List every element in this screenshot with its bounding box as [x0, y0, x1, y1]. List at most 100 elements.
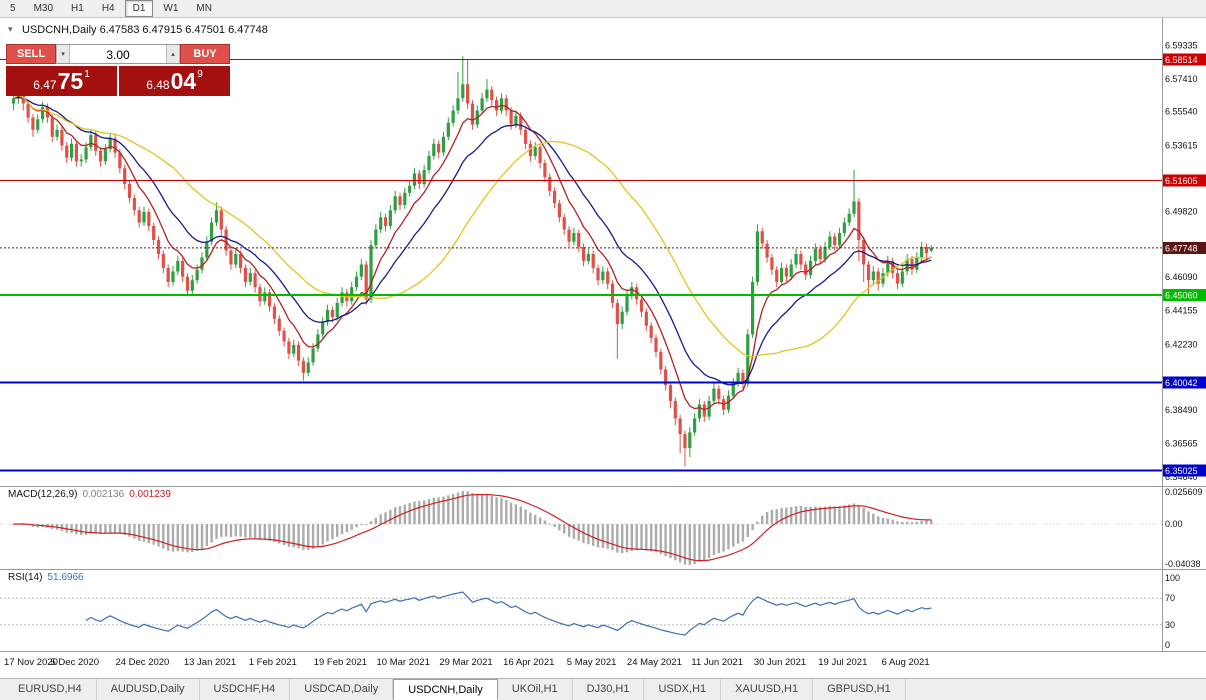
- macd-histogram-bar: [886, 518, 889, 525]
- date-axis-label[interactable]: 5 May 2021: [567, 657, 617, 668]
- chart-tab-usdchf[interactable]: USDCHF,H4: [200, 679, 291, 700]
- period-button-m30[interactable]: M30: [33, 3, 54, 14]
- date-axis-label[interactable]: 13 Jan 2021: [184, 657, 236, 668]
- candle-body: [50, 117, 54, 137]
- candle-body: [514, 115, 518, 125]
- date-axis-label[interactable]: 24 Dec 2020: [115, 657, 169, 668]
- chart-tab-dj30[interactable]: DJ30,H1: [573, 679, 645, 700]
- chart-tab-ukoil[interactable]: UKOil,H1: [498, 679, 573, 700]
- date-axis-label[interactable]: 10 Mar 2021: [377, 657, 430, 668]
- ma-line-fast: [13, 96, 932, 411]
- candle-body: [490, 89, 494, 101]
- candle-body: [301, 360, 305, 373]
- macd-histogram-bar: [123, 524, 126, 535]
- macd-histogram-bar: [819, 506, 822, 525]
- volume-decrease-button[interactable]: ▾: [56, 45, 70, 63]
- period-button-mn[interactable]: MN: [196, 3, 212, 14]
- chart-tab-usdcnh[interactable]: USDCNH,Daily: [393, 679, 498, 700]
- macd-histogram-bar: [567, 524, 571, 537]
- date-axis-label[interactable]: 24 May 2021: [627, 657, 682, 668]
- date-axis-label[interactable]: 5 Dec 2020: [51, 657, 100, 668]
- macd-histogram-bar: [147, 524, 150, 543]
- macd-histogram-bar: [326, 524, 329, 542]
- chart-tab-gbpusd[interactable]: GBPUSD,H1: [813, 679, 906, 700]
- chart-tab-usdx[interactable]: USDX,H1: [644, 679, 722, 700]
- chart-tab-usdcad[interactable]: USDCAD,Daily: [290, 679, 394, 700]
- macd-histogram-bar: [645, 524, 648, 551]
- candle-body: [379, 217, 383, 230]
- candle-body: [789, 264, 793, 277]
- candle-body: [383, 217, 388, 226]
- period-button-h4[interactable]: H4: [101, 3, 115, 14]
- macd-histogram-bar: [167, 524, 170, 551]
- sell-price-small: 6.47: [33, 78, 57, 92]
- rsi-axis-label: 30: [1165, 620, 1175, 630]
- macd-histogram-bar: [171, 524, 175, 552]
- candle-body: [388, 210, 392, 226]
- macd-histogram-bar: [104, 524, 107, 534]
- macd-histogram-bar: [611, 524, 614, 551]
- macd-histogram-bar: [712, 524, 716, 556]
- candle-body: [760, 231, 764, 244]
- candle-body: [374, 229, 378, 246]
- period-button-5[interactable]: 5: [10, 3, 16, 14]
- date-axis-label[interactable]: 16 Apr 2021: [503, 657, 554, 668]
- candle-body: [417, 173, 421, 184]
- candle-body: [823, 247, 827, 260]
- date-axis-label[interactable]: 17 Nov 2020: [4, 657, 58, 668]
- macd-histogram-bar: [751, 524, 754, 531]
- date-axis-label[interactable]: 6 Aug 2021: [882, 657, 930, 668]
- candle-body: [509, 110, 513, 125]
- macd-histogram-bar: [297, 524, 300, 549]
- macd-histogram-bar: [698, 524, 701, 562]
- candle-body: [779, 268, 784, 282]
- period-button-d1[interactable]: D1: [124, 0, 154, 17]
- chart-canvas[interactable]: 6.59335 6.57410 6.55540 6.53615 6.49820 6.460…: [0, 18, 1206, 678]
- date-axis-label[interactable]: 1 Feb 2021: [249, 657, 297, 668]
- chart-tab-audusd[interactable]: AUDUSD,Daily: [97, 679, 200, 700]
- period-button-h1[interactable]: H1: [71, 3, 84, 14]
- candle-body: [664, 369, 668, 386]
- one-click-collapse-icon[interactable]: ▾: [8, 24, 13, 34]
- macd-histogram-bar: [857, 505, 860, 525]
- sell-button[interactable]: SELL: [6, 44, 56, 64]
- volume-value[interactable]: 3.00: [106, 48, 130, 62]
- buy-button[interactable]: BUY: [180, 44, 230, 64]
- chart-tab-xauusd[interactable]: XAUUSD,H1: [721, 679, 814, 700]
- price-badge-label: 6.45060: [1165, 290, 1198, 300]
- candle-body: [306, 362, 310, 373]
- candle-body: [688, 432, 692, 449]
- period-button-w1[interactable]: W1: [163, 3, 179, 14]
- macd-histogram-bar: [191, 524, 194, 553]
- date-axis-label[interactable]: 19 Feb 2021: [314, 657, 367, 668]
- macd-signal-value: 0.001239: [129, 489, 171, 500]
- candle-body: [924, 247, 929, 254]
- candle-body: [26, 103, 30, 118]
- triangle-up-icon: ▴: [171, 51, 175, 58]
- macd-histogram-bar: [678, 524, 682, 563]
- candle-body: [287, 341, 291, 354]
- macd-histogram-bar: [794, 506, 798, 525]
- candle-body: [108, 138, 112, 150]
- candle-body: [364, 264, 368, 300]
- candle-body: [103, 149, 107, 162]
- candle-body: [794, 254, 798, 265]
- rsi-value: 51.6966: [47, 572, 84, 583]
- macd-histogram-bar: [292, 524, 295, 548]
- macd-histogram-bar: [307, 524, 310, 550]
- macd-histogram-bar: [770, 509, 774, 525]
- date-axis-label[interactable]: 30 Jun 2021: [754, 657, 806, 668]
- date-axis-label[interactable]: 19 Jul 2021: [818, 657, 867, 668]
- date-axis-label[interactable]: 29 Mar 2021: [439, 657, 492, 668]
- buy-price-display[interactable]: 6.48 04 9: [119, 66, 230, 96]
- volume-increase-button[interactable]: ▴: [166, 45, 180, 63]
- chart-tab-eurusd[interactable]: EURUSD,H4: [4, 679, 97, 700]
- macd-histogram-bar: [654, 524, 658, 553]
- chart-title-ohlc: USDCNH,Daily 6.47583 6.47915 6.47501 6.4…: [22, 24, 268, 36]
- sell-price-display[interactable]: 6.47 75 1: [6, 66, 117, 96]
- candle-body: [601, 271, 605, 281]
- buy-price-big: 04: [170, 67, 197, 94]
- candle-body: [533, 147, 537, 156]
- date-axis-label[interactable]: 11 Jun 2021: [691, 657, 743, 668]
- candle-body: [606, 271, 610, 284]
